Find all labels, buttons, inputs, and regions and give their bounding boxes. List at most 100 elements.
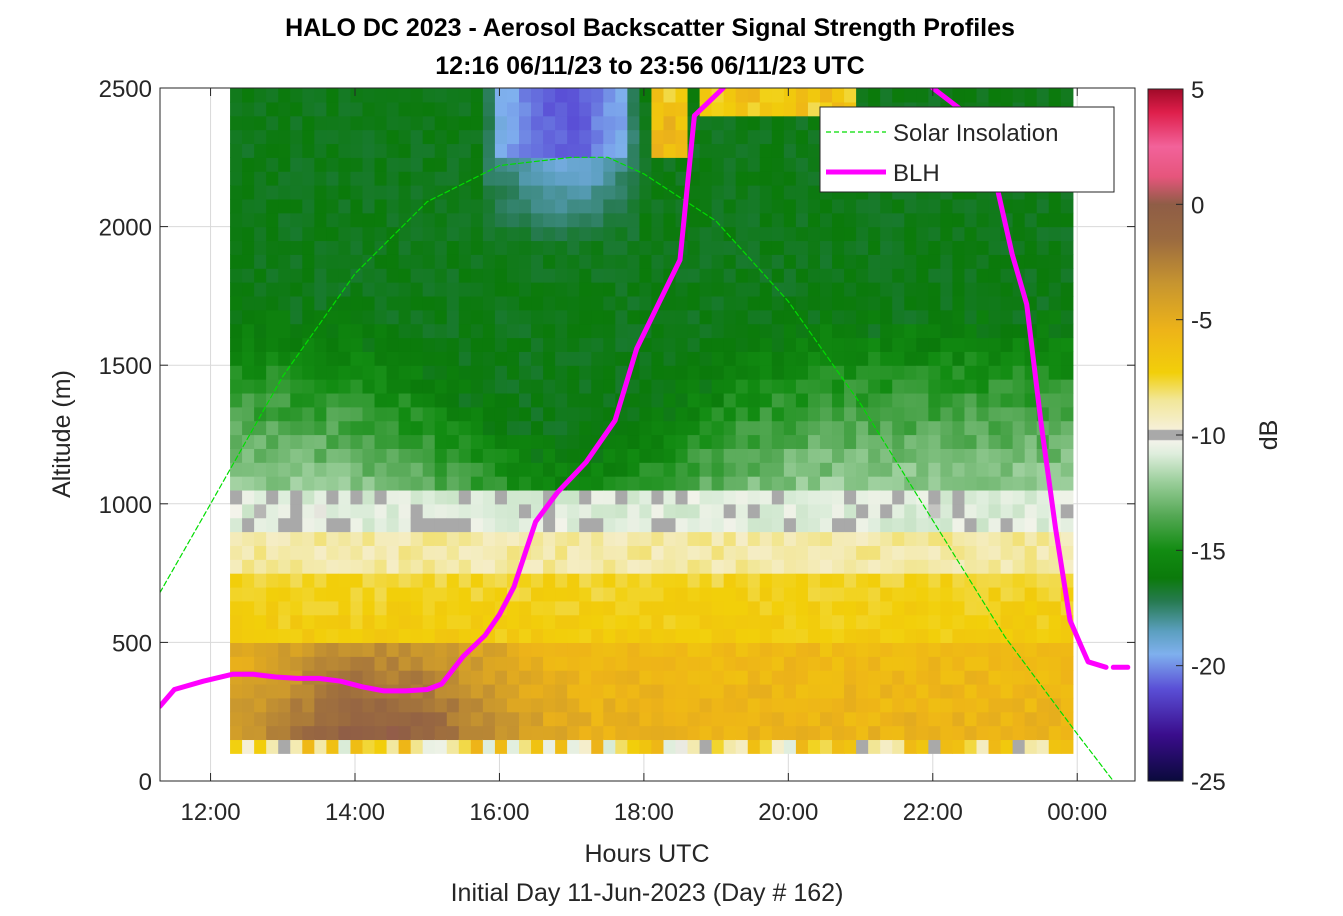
heatmap-cell (410, 573, 424, 588)
heatmap-cell (350, 697, 364, 713)
heatmap-cell (868, 226, 881, 242)
heatmap-cell (266, 323, 279, 339)
heatmap-cell (832, 683, 845, 699)
heatmap-cell (494, 282, 508, 297)
heatmap-cell (519, 212, 532, 228)
heatmap-cell (832, 531, 845, 546)
heatmap-cell (735, 739, 749, 754)
heatmap-cell (723, 379, 737, 394)
heatmap-cell (1048, 282, 1062, 297)
heatmap-cell (747, 531, 761, 546)
heatmap-cell (627, 600, 640, 616)
heatmap-cell (374, 226, 388, 242)
heatmap-cell (699, 462, 713, 477)
heatmap-cell (940, 462, 954, 477)
heatmap-cell (880, 697, 893, 713)
heatmap-cell (506, 503, 520, 519)
heatmap-cell (627, 628, 640, 643)
heatmap-cell (494, 143, 508, 158)
heatmap-cell (675, 559, 689, 574)
heatmap-cell (928, 517, 941, 533)
heatmap-cell (940, 198, 954, 214)
heatmap-cell (687, 545, 701, 560)
heatmap-cell (230, 365, 243, 380)
heatmap-cell (266, 448, 279, 463)
heatmap-cell (591, 573, 604, 588)
heatmap-cell (819, 739, 833, 754)
heatmap-cell (494, 531, 508, 546)
heatmap-cell (639, 282, 653, 297)
heatmap-cell (976, 489, 990, 505)
heatmap-cell (819, 600, 833, 616)
heatmap-cell (639, 586, 653, 602)
heatmap-cell (555, 295, 568, 311)
heatmap-cell (302, 420, 315, 436)
heatmap-cell (338, 476, 352, 491)
heatmap-cell (699, 268, 713, 283)
heatmap-cell (663, 406, 677, 422)
heatmap-cell (230, 143, 243, 158)
heatmap-cell (615, 434, 628, 449)
heatmap-cell (651, 406, 665, 422)
heatmap-cell (290, 586, 303, 602)
heatmap-cell (807, 642, 821, 657)
heatmap-cell (759, 351, 773, 366)
heatmap-cell (506, 115, 520, 131)
heatmap-cell (531, 642, 544, 657)
heatmap-cell (446, 268, 460, 283)
heatmap-cell (904, 573, 917, 588)
heatmap-cell (844, 462, 857, 477)
heatmap-cell (711, 656, 725, 671)
heatmap-cell (338, 573, 352, 588)
heatmap-cell (615, 614, 628, 630)
heatmap-cell (759, 282, 773, 297)
heatmap-cell (266, 559, 279, 574)
heatmap-cell (639, 517, 653, 533)
heatmap-cell (410, 268, 424, 283)
heatmap-cell (242, 642, 255, 657)
heatmap-cell (627, 406, 640, 422)
heatmap-cell (314, 406, 327, 422)
heatmap-cell (386, 392, 400, 408)
heatmap-cell (1060, 212, 1074, 228)
heatmap-cell (675, 489, 689, 505)
heatmap-cell (687, 725, 701, 741)
heatmap-cell (928, 683, 941, 699)
heatmap-cell (651, 628, 665, 643)
heatmap-cell (482, 157, 496, 172)
heatmap-cell (615, 295, 628, 311)
heatmap-cell (410, 670, 424, 685)
heatmap-cell (290, 88, 303, 103)
heatmap-cell (410, 351, 424, 366)
heatmap-cell (940, 586, 954, 602)
heatmap-cell (952, 711, 966, 727)
heatmap-cell (350, 309, 364, 325)
heatmap-cell (771, 434, 785, 449)
heatmap-cell (1036, 282, 1050, 297)
heatmap-cell (880, 683, 893, 699)
heatmap-cell (242, 434, 255, 449)
heatmap-cell (844, 628, 857, 643)
heatmap-cell (928, 406, 941, 422)
heatmap-cell (543, 129, 556, 145)
heatmap-cell (747, 656, 761, 671)
heatmap-cell (711, 185, 725, 200)
heatmap-cell (482, 462, 496, 477)
heatmap-cell (771, 600, 785, 616)
heatmap-cell (434, 420, 448, 436)
heatmap-cell (374, 323, 388, 339)
heatmap-cell (615, 545, 628, 560)
heatmap-cell (555, 323, 568, 339)
heatmap-cell (567, 101, 580, 117)
heatmap-cell (254, 337, 267, 352)
heatmap-cell (832, 295, 845, 311)
heatmap-cell (555, 670, 568, 685)
heatmap-cell (880, 725, 893, 741)
heatmap-cell (1024, 711, 1038, 727)
heatmap-cell (783, 240, 797, 255)
heatmap-cell (410, 489, 424, 505)
heatmap-cell (675, 337, 689, 352)
heatmap-cell (338, 683, 352, 699)
heatmap-cell (579, 309, 592, 325)
heatmap-cell (988, 683, 1002, 699)
